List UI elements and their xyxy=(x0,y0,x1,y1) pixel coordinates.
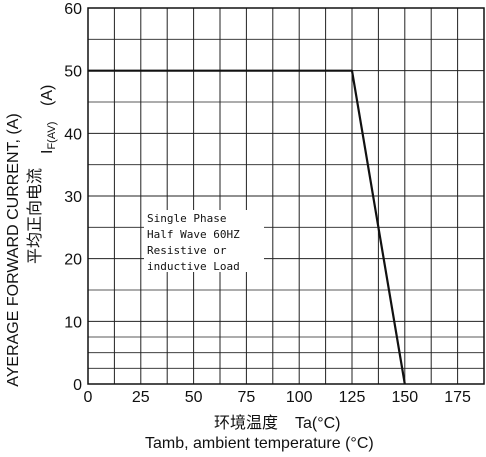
x-tick-label: 100 xyxy=(286,389,313,406)
tick-labels: 0 10 20 30 40 50 60 0 25 50 75 100 125 150 175 xyxy=(64,1,471,406)
y-tick-label: 20 xyxy=(64,252,82,269)
grid-lines xyxy=(88,8,484,384)
y-axis-title-cn: 平均正向电流 xyxy=(25,168,44,264)
svg-text:IF(AV): IF(AV) xyxy=(39,122,58,154)
x-axis-symbol: Ta(°C) xyxy=(295,415,341,432)
y-symbol-sub: F(AV) xyxy=(46,122,58,150)
y-symbol-main: I xyxy=(39,150,56,154)
annotation-line-3: Resistive or xyxy=(147,244,227,257)
x-tick-label: 0 xyxy=(84,389,93,406)
x-tick-label: 125 xyxy=(339,389,366,406)
y-tick-label: 40 xyxy=(64,126,82,143)
x-tick-label: 75 xyxy=(238,389,256,406)
x-axis-title-cn: 环境温度 xyxy=(214,413,278,432)
y-tick-label: 50 xyxy=(64,64,82,81)
x-axis-title: Tamb, ambient temperature (°C) xyxy=(145,435,374,452)
series-group xyxy=(88,69,406,385)
y-tick-label: 30 xyxy=(64,189,82,206)
annotation-line-2: Half Wave 60HZ xyxy=(147,228,240,241)
y-tick-label: 10 xyxy=(64,314,82,331)
y-tick-label: 60 xyxy=(64,1,82,18)
plot-border xyxy=(87,7,485,385)
plot-frame xyxy=(87,7,485,385)
derating-curve xyxy=(88,69,406,385)
x-tick-label: 175 xyxy=(444,389,471,406)
y-symbol-unit: (A) xyxy=(39,85,56,106)
condition-annotation: Single Phase Half Wave 60HZ Resistive or… xyxy=(144,210,264,273)
x-tick-label: 50 xyxy=(185,389,203,406)
y-axis-symbol: IF(AV) (A) xyxy=(39,85,58,154)
annotation-line-1: Single Phase xyxy=(147,212,226,225)
y-tick-label: 0 xyxy=(73,377,82,394)
x-tick-label: 25 xyxy=(132,389,150,406)
annotation-background xyxy=(144,210,264,272)
y-axis-title: AYERAGE FORWARD CURRENT, (A) xyxy=(5,113,22,387)
annotation-line-4: inductive Load xyxy=(147,260,240,273)
x-tick-label: 150 xyxy=(391,389,418,406)
